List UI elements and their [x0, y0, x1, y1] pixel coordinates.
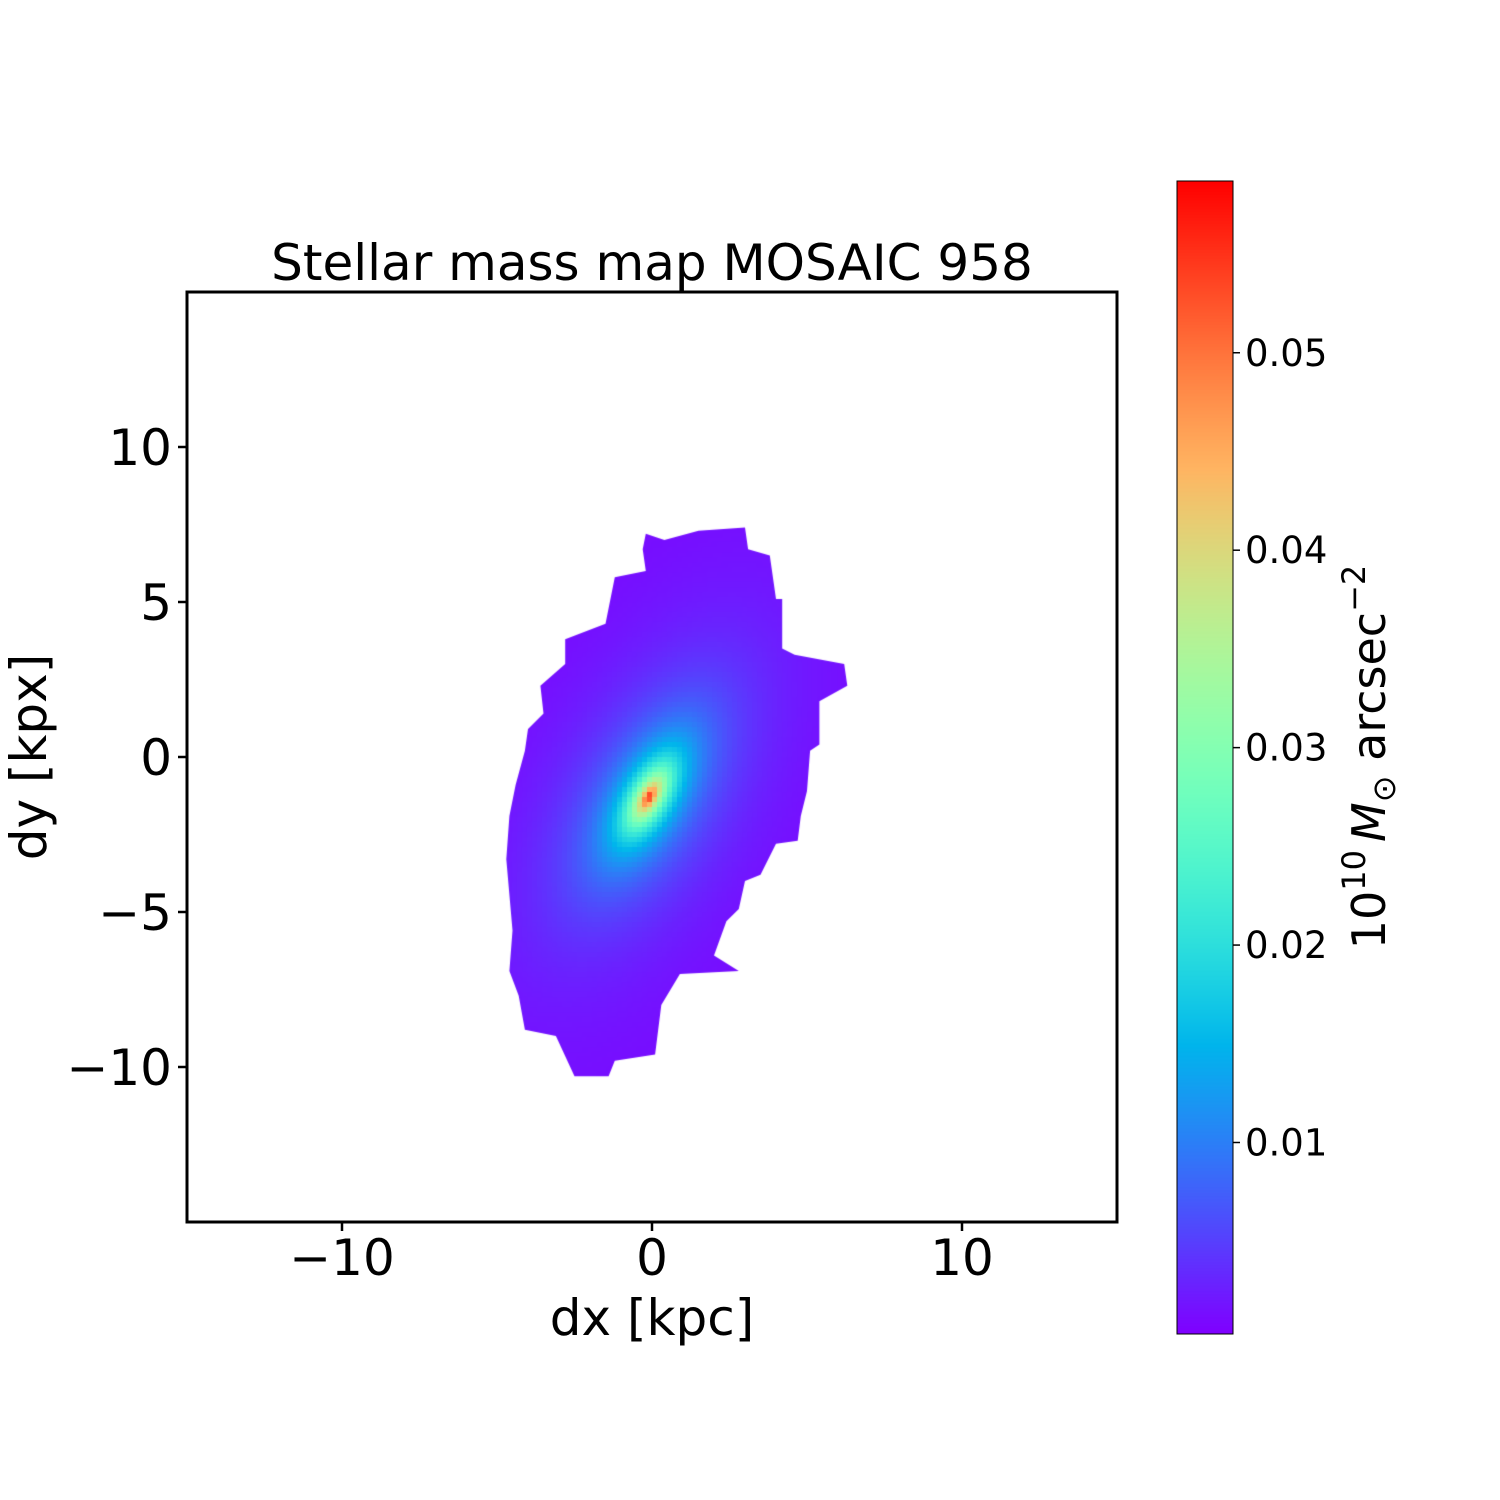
y-tick-label: −5: [98, 884, 172, 942]
y-axis-label: dy [kpx]: [0, 654, 58, 861]
colorbar-tick-label: 0.01: [1245, 1121, 1327, 1164]
x-tick-label: 0: [636, 1229, 668, 1287]
y-tick-label: −10: [66, 1039, 172, 1097]
y-tick-label: 10: [108, 419, 172, 477]
plot-frame: [185, 290, 1119, 1224]
colorbar-frame: [1176, 180, 1234, 1335]
colorbar-tick-label: 0.02: [1245, 924, 1327, 967]
y-tick-label: 0: [140, 729, 172, 787]
x-tick-label: 10: [930, 1229, 994, 1287]
chart-title: Stellar mass map MOSAIC 958: [271, 234, 1033, 292]
colorbar-tick-label: 0.05: [1245, 332, 1327, 375]
colorbar-tick-label: 0.04: [1245, 529, 1327, 572]
x-axis-label: dx [kpc]: [550, 1289, 754, 1347]
colorbar-label: 1010M⊙ arcsec−2: [1335, 565, 1403, 950]
colorbar-gradient: [1177, 181, 1233, 1334]
mass-map-image: [187, 292, 1117, 1222]
x-tick-label: −10: [289, 1229, 395, 1287]
colorbar-tick-label: 0.03: [1245, 727, 1327, 770]
y-tick-label: 5: [140, 574, 172, 632]
